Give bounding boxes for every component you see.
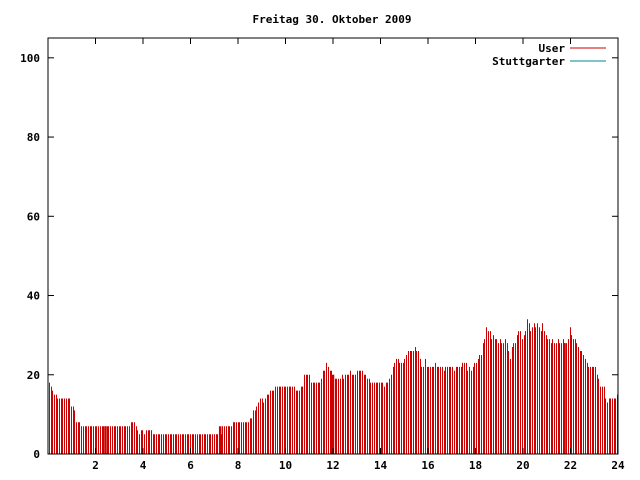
legend-label-user: User [539, 42, 566, 55]
legend-label-stuttgarter: Stuttgarter [492, 55, 565, 68]
bars-layer [49, 319, 618, 454]
chart-title: Freitag 30. Oktober 2009 [253, 13, 412, 26]
x-tick-label: 8 [235, 459, 242, 472]
highlight-bars-layer [104, 343, 566, 454]
x-axis: 2 4 6 8 10 12 14 16 18 20 22 24 [92, 38, 625, 472]
x-tick-label: 18 [469, 459, 482, 472]
y-axis: 0 20 40 60 80 100 [20, 52, 618, 461]
x-tick-label: 16 [421, 459, 435, 472]
x-tick-label: 14 [374, 459, 388, 472]
y-tick-label: 20 [27, 369, 40, 382]
y-tick-label: 100 [20, 52, 40, 65]
y-tick-label: 40 [27, 290, 40, 303]
x-tick-label: 20 [516, 459, 529, 472]
legend: User Stuttgarter [492, 42, 606, 68]
x-tick-label: 4 [140, 459, 147, 472]
x-tick-label: 24 [611, 459, 625, 472]
y-tick-label: 0 [33, 448, 40, 461]
y-tick-label: 80 [27, 131, 40, 144]
x-tick-label: 22 [564, 459, 577, 472]
x-tick-label: 12 [326, 459, 339, 472]
x-tick-label: 10 [279, 459, 292, 472]
x-tick-label: 2 [92, 459, 99, 472]
y-tick-label: 60 [27, 210, 40, 223]
x-tick-label: 6 [187, 459, 194, 472]
